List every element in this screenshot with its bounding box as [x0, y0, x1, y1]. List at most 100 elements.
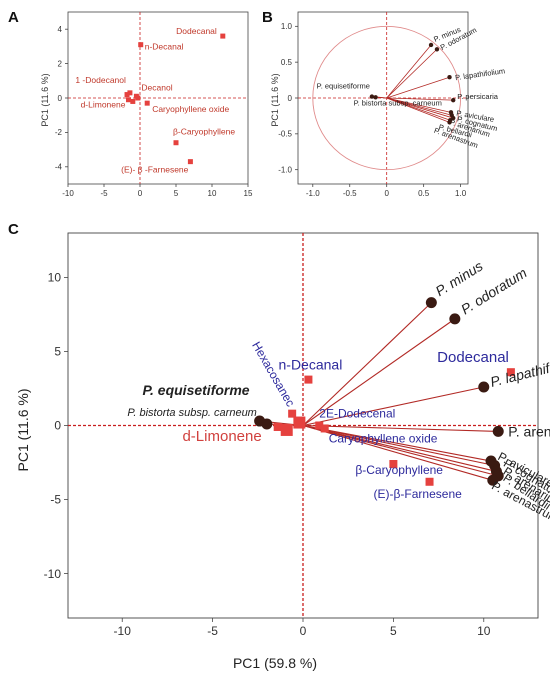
compound-label: 2E-Dodecenal: [319, 407, 395, 421]
score-marker: [220, 33, 226, 39]
species-point: [261, 418, 273, 430]
panel-c-y-axis-label: PC1 (11.6 %): [15, 389, 31, 472]
panel-c-biplot: PC1 (59.8 %) PC1 (11.6 %) -10 -5 0 5 10 10 5 0…: [15, 232, 550, 671]
y-tick-label: 10: [48, 271, 62, 285]
species-label: P. persicaria: [457, 92, 499, 101]
compound-marker: [293, 416, 306, 429]
panel-a-points: Dodecanal n-Decanal 1 -Dodecanol Decanol d-L…: [75, 26, 235, 175]
compound-marker: [320, 424, 329, 433]
compound-label: d-Limonene: [182, 428, 261, 445]
y-tick-label: -2: [55, 128, 63, 137]
panel-c-arrows: [259, 302, 499, 481]
biplot-vector: [302, 386, 484, 427]
correlation-circle: [312, 25, 462, 171]
compound-marker: [506, 368, 515, 377]
y-tick-label: 0: [58, 94, 63, 103]
biplot-vector: [302, 424, 497, 472]
score-marker: [135, 95, 141, 101]
compound-marker: [425, 477, 434, 486]
biplot-vector: [302, 424, 495, 467]
loading-point: [373, 95, 378, 100]
compound-label: Dodecanal: [437, 349, 509, 366]
compound-label: (E)- β -Farnesene: [121, 165, 189, 175]
compound-label: n-Decanal: [145, 42, 184, 52]
y-tick-label: -5: [50, 493, 61, 507]
panel-b-x-ticks: -1.0 -0.5 0 0.5 1.0: [306, 184, 467, 198]
panel-label-a: A: [8, 9, 19, 26]
compound-label: (E)-β-Farnesene: [374, 487, 463, 501]
x-tick-label: -10: [114, 624, 132, 638]
y-tick-label: 0: [288, 94, 293, 103]
biplot-vector: [302, 424, 499, 432]
panel-b-y-axis-label: PC1 (11.6 %): [270, 73, 280, 126]
compound-marker: [273, 422, 282, 431]
panel-b-loading-plot: PC1 (11.6 %) -1.0 -0.5 0 0.5 1.0 1.0 0.5 0 -0.5…: [270, 11, 506, 198]
compound-label: Hexacosanec: [249, 339, 297, 409]
x-tick-label: 10: [477, 624, 491, 638]
biplot-vector: [302, 424, 499, 477]
y-tick-label: 1.0: [281, 22, 293, 31]
x-tick-label: 10: [208, 189, 217, 198]
panel-label-c: C: [8, 221, 19, 238]
loading-vector: [386, 76, 450, 99]
loading-vector: [386, 44, 432, 99]
panel-a-x-ticks: -10 -5 0 5 10 15: [62, 184, 253, 198]
biplot-vector: [302, 424, 492, 462]
y-tick-label: 0.5: [281, 58, 293, 67]
loading-point: [447, 120, 452, 125]
compound-label: n-Decanal: [279, 357, 343, 373]
score-marker: [130, 98, 136, 104]
loading-vector: [386, 48, 438, 99]
x-tick-label: -5: [207, 624, 218, 638]
species-point: [449, 313, 461, 325]
x-tick-label: 5: [390, 624, 397, 638]
species-label: P. bistorta subsp. carneum: [354, 98, 442, 107]
x-tick-label: -0.5: [343, 189, 357, 198]
panel-c-x-ticks: -10 -5 0 5 10: [114, 618, 491, 638]
x-tick-label: -1.0: [306, 189, 320, 198]
x-tick-label: 5: [174, 189, 179, 198]
species-label: P. arenarium: [508, 423, 550, 439]
biplot-vector: [302, 302, 432, 426]
compound-label: 1 -Dodecanol: [75, 75, 126, 85]
y-tick-label: -10: [44, 567, 62, 581]
score-marker: [125, 97, 131, 103]
compound-marker: [389, 460, 398, 468]
panel-a-y-ticks: 4 2 0 -2 -4: [55, 25, 68, 172]
score-marker: [187, 159, 193, 165]
y-tick-label: -1.0: [278, 165, 292, 174]
x-tick-label: 0: [300, 624, 307, 638]
y-tick-label: 5: [54, 345, 61, 359]
compound-label: Caryophyllene oxide: [329, 431, 438, 445]
species-label: P. bistorta subsp. carneum: [127, 407, 256, 419]
score-marker: [127, 90, 133, 96]
score-marker: [173, 140, 179, 146]
biplot-vector: [302, 424, 493, 481]
species-label: P. equisetiforme: [142, 382, 249, 398]
compound-marker: [315, 421, 324, 430]
panel-c-x-axis-label: PC1 (59.8 %): [233, 655, 317, 671]
loading-vector: [386, 97, 454, 119]
panel-label-b: B: [262, 9, 273, 26]
loading-point: [451, 97, 456, 103]
compound-label: Caryophyllene oxide: [152, 104, 229, 114]
compound-label: Decanol: [141, 82, 172, 92]
x-tick-label: -5: [100, 189, 108, 198]
compound-label: Dodecanal: [176, 26, 217, 36]
species-point: [425, 297, 437, 309]
y-tick-label: 0: [54, 419, 61, 433]
y-tick-label: -0.5: [278, 130, 292, 139]
species-point: [492, 425, 504, 437]
compound-label: d-Limonene: [81, 100, 126, 110]
loading-vector: [386, 97, 450, 123]
panel-b-y-ticks: 1.0 0.5 0 -0.5 -1.0: [278, 22, 298, 174]
score-marker: [124, 92, 130, 98]
loading-vector: [386, 97, 452, 113]
compound-label: β-Caryophyllene: [173, 127, 235, 137]
x-tick-label: 0.5: [418, 189, 430, 198]
y-tick-label: 4: [58, 25, 63, 34]
species-label: P. lapathifolium: [455, 66, 506, 82]
compound-marker: [304, 375, 313, 384]
score-marker: [144, 100, 150, 106]
